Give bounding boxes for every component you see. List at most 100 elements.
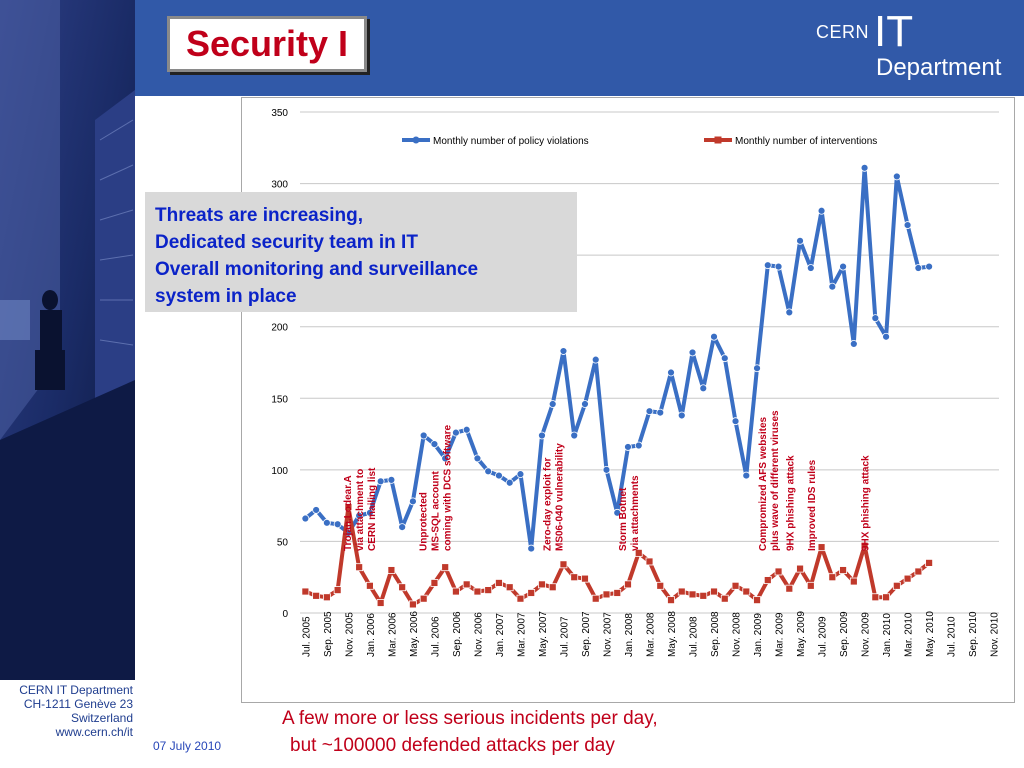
data-point-policy-violations [656, 408, 665, 417]
incident-annotation: via attachment to [355, 469, 366, 551]
slide-title: Security I [167, 16, 367, 72]
incident-annotation: plus wave of different viruses [770, 410, 781, 551]
x-tick-label: Sep. 2010 [968, 611, 979, 657]
data-point-interventions [624, 580, 632, 589]
data-point-interventions [355, 563, 364, 572]
data-point-policy-violations [774, 262, 783, 271]
data-point-interventions [667, 596, 675, 605]
data-point-policy-violations [903, 221, 912, 229]
data-point-interventions [322, 593, 331, 602]
data-point-policy-violations [376, 477, 385, 486]
x-tick-label: Sep. 2007 [581, 611, 592, 657]
data-point-policy-violations [505, 478, 514, 487]
y-tick-label: 150 [271, 394, 288, 405]
data-point-policy-violations [312, 506, 321, 514]
data-point-interventions [527, 589, 536, 597]
data-point-policy-violations [301, 514, 310, 523]
x-tick-label: Nov. 2006 [473, 612, 484, 657]
data-point-interventions [591, 594, 600, 603]
incident-annotation: Unprotected [418, 492, 429, 551]
data-point-policy-violations [559, 347, 568, 355]
legend-marker [412, 136, 420, 144]
data-point-policy-violations [495, 471, 503, 480]
x-tick-label: Sep. 2009 [839, 611, 850, 657]
x-tick-label: Sep. 2008 [710, 611, 721, 657]
x-tick-label: Nov. 2008 [732, 612, 743, 657]
data-point-policy-violations [785, 308, 794, 317]
x-tick-label: Mar. 2010 [904, 612, 915, 657]
data-point-policy-violations [892, 172, 901, 181]
x-tick-label: May. 2006 [409, 611, 420, 657]
data-point-interventions [495, 579, 503, 587]
data-point-interventions [892, 581, 901, 590]
data-point-policy-violations [667, 368, 675, 377]
data-point-interventions [796, 564, 804, 573]
data-point-policy-violations [452, 428, 460, 437]
incident-annotation: Improved IDS rules [807, 459, 818, 551]
data-point-policy-violations [473, 454, 482, 463]
data-point-policy-violations [860, 163, 869, 172]
y-tick-label: 200 [271, 323, 288, 334]
data-point-interventions [742, 587, 751, 596]
x-tick-label: Jul. 2007 [559, 616, 570, 657]
data-point-policy-violations [527, 544, 536, 553]
data-point-policy-violations [688, 348, 697, 357]
logo-it-text: IT [874, 7, 914, 56]
data-point-interventions [548, 583, 557, 592]
data-point-policy-violations [570, 431, 579, 440]
legend-label: Monthly number of policy violations [433, 136, 589, 147]
data-point-policy-violations [645, 407, 654, 416]
data-point-interventions [925, 558, 933, 567]
incident-annotation: coming with DCS software [442, 424, 453, 551]
data-point-policy-violations [484, 467, 493, 476]
data-point-interventions [860, 541, 869, 550]
data-point-policy-violations [387, 475, 396, 484]
incident-annotation: Zero-day exploit for [543, 458, 554, 551]
department-address: CERN IT Department CH-1211 Genève 23 Swi… [0, 683, 133, 739]
data-point-policy-violations [409, 497, 417, 506]
x-tick-label: Jan. 2009 [753, 613, 764, 657]
x-tick-label: Mar. 2008 [646, 612, 657, 657]
data-point-interventions [376, 599, 385, 607]
data-point-interventions [710, 587, 718, 596]
x-tick-label: Nov. 2010 [990, 612, 1001, 657]
x-tick-label: Jul. 2008 [689, 616, 700, 657]
data-point-policy-violations [806, 264, 815, 272]
x-tick-label: Jul. 2009 [818, 616, 829, 657]
data-point-interventions [849, 577, 858, 586]
data-point-interventions [871, 593, 880, 602]
incidents-summary: A few more or less serious incidents per… [282, 705, 658, 759]
data-point-interventions [570, 573, 579, 582]
x-tick-label: Jul. 2010 [947, 616, 958, 657]
data-point-interventions [613, 589, 622, 597]
data-point-interventions [366, 581, 374, 590]
data-point-interventions [516, 594, 525, 603]
data-point-policy-violations [882, 332, 890, 341]
x-tick-label: Jan. 2006 [366, 613, 377, 657]
data-point-policy-violations [591, 355, 600, 364]
data-point-policy-violations [796, 236, 804, 245]
x-tick-label: May. 2007 [538, 611, 549, 657]
data-point-policy-violations [677, 411, 686, 420]
data-point-interventions [462, 580, 471, 589]
x-tick-label: Nov. 2009 [861, 612, 872, 657]
data-point-policy-violations [871, 314, 880, 323]
address-line-1: CERN IT Department [19, 683, 133, 697]
x-tick-label: Mar. 2006 [387, 612, 398, 657]
data-point-interventions [839, 566, 847, 574]
data-point-policy-violations [333, 520, 342, 529]
bullet-system: system in place [155, 286, 297, 307]
data-point-interventions [409, 600, 417, 609]
data-point-policy-violations [699, 384, 708, 393]
data-point-interventions [882, 593, 890, 602]
data-point-policy-violations [430, 440, 439, 448]
data-point-interventions [688, 590, 697, 599]
data-point-policy-violations [516, 470, 525, 479]
incident-annotation: Storm Botnet [618, 487, 629, 551]
threats-callout: Threats are increasing, Dedicated securi… [145, 192, 577, 312]
incident-annotation: Trojan.Lodear.A [343, 475, 354, 551]
data-point-policy-violations [914, 264, 923, 272]
data-point-policy-violations [763, 261, 772, 270]
y-tick-label: 50 [277, 537, 289, 548]
